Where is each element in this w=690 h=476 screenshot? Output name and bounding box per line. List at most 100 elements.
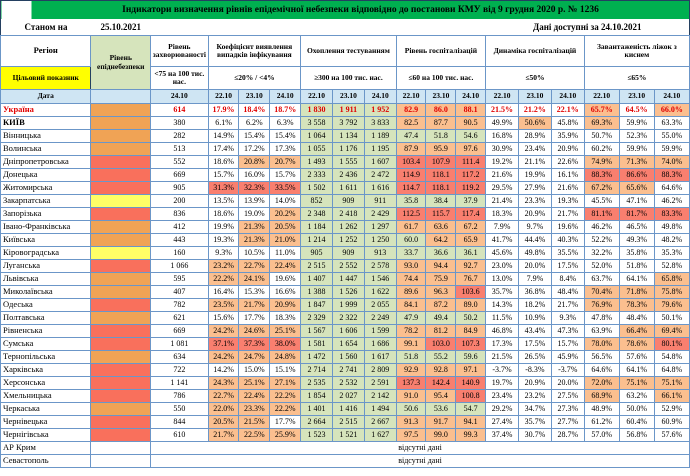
detection-cell: 17.2% xyxy=(238,142,271,156)
beds-cell: 61.2% xyxy=(583,415,620,429)
dynamics-cell: 26.5% xyxy=(517,350,552,364)
region-name: Івано-Франківська xyxy=(0,220,92,234)
hospital-cell: 112.5 xyxy=(395,207,427,221)
region-name: Луганська xyxy=(0,259,92,273)
hospital-cell: 97.5 xyxy=(395,428,427,442)
hospital-cell: 92.8 xyxy=(425,363,457,377)
beds-cell: 67.2% xyxy=(583,181,620,195)
testing-cell: 911 xyxy=(363,194,397,208)
beds-cell: 52.0% xyxy=(583,259,620,273)
table-row: Донецька 669 15.7% 16.0% 15.7% 2 333 2 436 2 47… xyxy=(0,168,690,182)
beds-cell: 64.8% xyxy=(653,363,690,377)
beds-cell: 64.1% xyxy=(618,363,655,377)
region-name: Миколаївська xyxy=(0,285,92,299)
beds-cell: 66.4% xyxy=(618,324,655,338)
detection-cell: 23.2% xyxy=(207,259,240,273)
testing-cell: 2 429 xyxy=(363,207,397,221)
testing-cell: 3 792 xyxy=(331,116,365,130)
dynamics-cell: 45.9% xyxy=(550,350,585,364)
detection-cell: 38.0% xyxy=(269,337,302,351)
detection-cell: 21.7% xyxy=(238,298,271,312)
hospital-cell: 35.8 xyxy=(395,194,427,208)
morbidity-cell: 1 081 xyxy=(150,337,209,351)
date-header-cell: 23.10 xyxy=(517,89,552,104)
testing-cell: 2 418 xyxy=(331,207,365,221)
hospital-cell: 55.2 xyxy=(425,350,457,364)
beds-cell: 74.0% xyxy=(653,155,690,169)
hospital-cell: 103.4 xyxy=(395,155,427,169)
dynamics-cell: 21.6% xyxy=(485,168,519,182)
testing-cell: 909 xyxy=(331,246,365,260)
dynamics-cell: 21.5% xyxy=(485,350,519,364)
column-header-hospitalization: Рівень госпіталізацій xyxy=(395,35,487,67)
testing-cell: 1 622 xyxy=(363,285,397,299)
date-header-cell: 23.10 xyxy=(331,89,365,104)
hospital-cell: 47.4 xyxy=(395,129,427,143)
date-header-cell: 22.10 xyxy=(300,89,333,104)
column-header-testing: Охоплення тестуванням xyxy=(300,35,397,67)
dynamics-cell: 16.1% xyxy=(550,168,585,182)
hospital-cell: 94.4 xyxy=(425,259,457,273)
table-row: Вінницька 282 14.9% 15.4% 15.4% 1 064 1 134 1 1… xyxy=(0,129,690,143)
dynamics-cell: 13.0% xyxy=(485,272,519,286)
table-row: Волинська 513 17.4% 17.2% 17.3% 1 055 1 176 1 1… xyxy=(0,142,690,156)
hospital-cell: 99.1 xyxy=(395,337,427,351)
danger-level-cell xyxy=(90,376,152,390)
region-name: Рівненська xyxy=(0,324,92,338)
detection-cell: 19.3% xyxy=(207,233,240,247)
testing-cell: 1 416 xyxy=(331,402,365,416)
morbidity-cell: 1 066 xyxy=(150,259,209,273)
dynamics-cell: 19.9% xyxy=(517,168,552,182)
testing-cell: 3 833 xyxy=(363,116,397,130)
dynamics-cell: 17.3% xyxy=(485,337,519,351)
beds-cell: 49.8% xyxy=(653,220,690,234)
region-name: КИЇВ xyxy=(0,116,92,130)
detection-cell: 24.1% xyxy=(238,272,271,286)
detection-cell: 10.5% xyxy=(238,246,271,260)
testing-cell: 1 627 xyxy=(363,428,397,442)
morbidity-cell: 200 xyxy=(150,194,209,208)
detection-cell: 23.5% xyxy=(207,298,240,312)
detection-cell: 16.6% xyxy=(269,285,302,299)
morbidity-cell: 782 xyxy=(150,298,209,312)
beds-cell: 54.8% xyxy=(653,350,690,364)
testing-cell: 1 250 xyxy=(363,233,397,247)
detection-cell: 25.1% xyxy=(269,324,302,338)
hospital-cell: 54.7 xyxy=(455,402,487,416)
detection-cell: 24.7% xyxy=(238,350,271,364)
threshold-beds: ≤65% xyxy=(583,66,690,90)
dynamics-cell: 27.7% xyxy=(550,415,585,429)
beds-cell: 48.4% xyxy=(618,311,655,325)
beds-cell: 56.8% xyxy=(618,428,655,442)
danger-level-cell xyxy=(90,441,152,455)
dynamics-cell: 21.5% xyxy=(485,103,519,117)
beds-cell: 69.4% xyxy=(653,324,690,338)
beds-cell: 70.4% xyxy=(583,285,620,299)
dynamics-cell: 45.8% xyxy=(550,116,585,130)
dynamics-cell: 23.2% xyxy=(517,389,552,403)
dynamics-cell: 27.5% xyxy=(550,389,585,403)
detection-cell: 22.2% xyxy=(207,272,240,286)
testing-cell: 2 535 xyxy=(300,376,333,390)
date-header-cell: 24.10 xyxy=(363,89,397,104)
date-blank-cell xyxy=(90,89,152,104)
beds-cell: 79.6% xyxy=(653,298,690,312)
detection-cell: 17.9% xyxy=(207,103,240,117)
testing-cell: 1 195 xyxy=(363,142,397,156)
detection-cell: 6.1% xyxy=(207,116,240,130)
date-header-cell: 22.10 xyxy=(485,89,519,104)
testing-cell: 909 xyxy=(331,194,365,208)
dynamics-cell: 29.2% xyxy=(485,402,519,416)
hospital-cell: 60.0 xyxy=(395,233,427,247)
region-name: Львівська xyxy=(0,272,92,286)
morbidity-cell: 722 xyxy=(150,363,209,377)
detection-cell: 17.7% xyxy=(238,311,271,325)
danger-level-cell xyxy=(90,402,152,416)
hospital-cell: 88.1 xyxy=(455,103,487,117)
hospital-cell: 74.4 xyxy=(395,272,427,286)
hospital-cell: 96.3 xyxy=(425,285,457,299)
danger-level-cell xyxy=(90,207,152,221)
hospital-cell: 36.6 xyxy=(425,246,457,260)
threshold-testing: ≥300 на 100 тис. нас. xyxy=(300,66,397,90)
testing-cell: 1 407 xyxy=(300,272,333,286)
